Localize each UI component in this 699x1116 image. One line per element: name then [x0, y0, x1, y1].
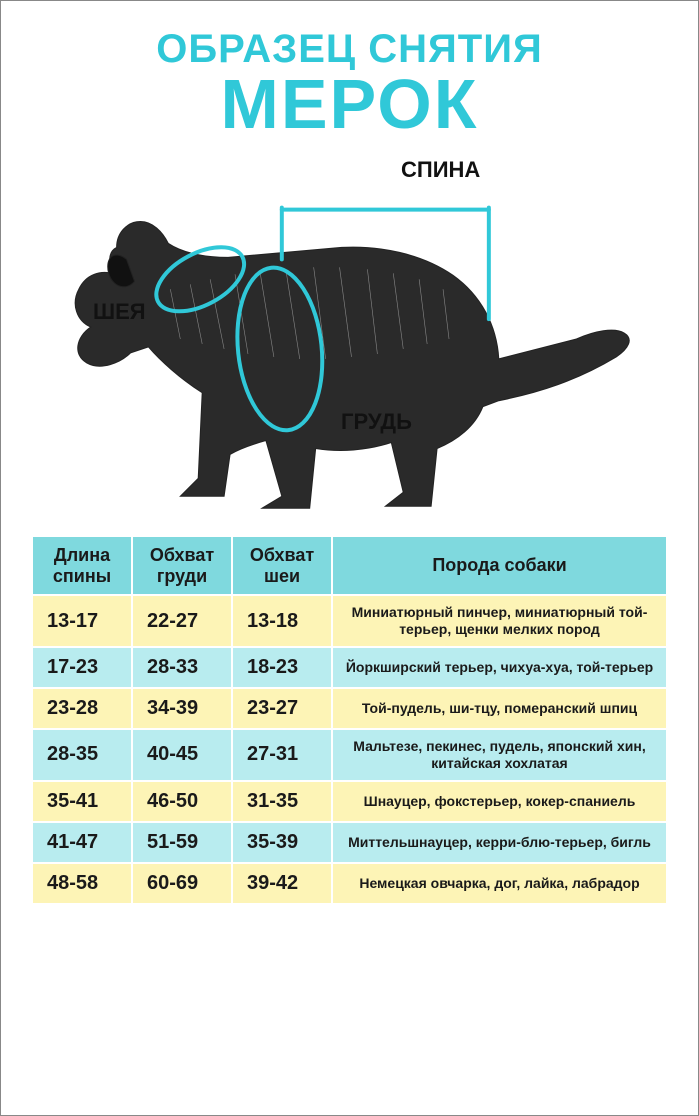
cell-chest: 51-59 [132, 822, 232, 863]
table-row: 28-3540-4527-31Мальтезе, пекинес, пудель… [32, 729, 667, 781]
cell-back: 17-23 [32, 647, 132, 688]
measurement-diagram: СПИНА ШЕЯ ГРУДЬ [31, 149, 668, 529]
cell-back: 48-58 [32, 863, 132, 904]
cell-breed: Миниатюрный пинчер, миниатюрный той-терь… [332, 595, 667, 647]
cell-chest: 22-27 [132, 595, 232, 647]
cell-breed: Той-пудель, ши-тцу, померанский шпиц [332, 688, 667, 729]
label-neck: ШЕЯ [93, 299, 146, 325]
cell-back: 28-35 [32, 729, 132, 781]
cell-breed: Мальтезе, пекинес, пудель, японский хин,… [332, 729, 667, 781]
cell-breed: Йоркширский терьер, чихуа-хуа, той-терье… [332, 647, 667, 688]
cell-chest: 60-69 [132, 863, 232, 904]
cell-neck: 27-31 [232, 729, 332, 781]
table-row: 41-4751-5935-39Миттельшнауцер, керри-блю… [32, 822, 667, 863]
col-header-back: Длина спины [32, 536, 132, 595]
col-header-chest: Обхват груди [132, 536, 232, 595]
cell-neck: 23-27 [232, 688, 332, 729]
cell-neck: 35-39 [232, 822, 332, 863]
cell-back: 13-17 [32, 595, 132, 647]
cell-breed: Миттельшнауцер, керри-блю-терьер, бигль [332, 822, 667, 863]
cell-chest: 34-39 [132, 688, 232, 729]
dog-illustration [31, 149, 668, 529]
cell-neck: 39-42 [232, 863, 332, 904]
label-back: СПИНА [401, 157, 480, 183]
label-chest: ГРУДЬ [341, 409, 412, 435]
table-row: 13-1722-2713-18Миниатюрный пинчер, миниа… [32, 595, 667, 647]
cell-back: 23-28 [32, 688, 132, 729]
page: ОБРАЗЕЦ СНЯТИЯ МЕРОК [0, 0, 699, 1116]
cell-breed: Немецкая овчарка, дог, лайка, лабрадор [332, 863, 667, 904]
col-header-breed: Порода собаки [332, 536, 667, 595]
table-row: 35-4146-5031-35Шнауцер, фокстерьер, коке… [32, 781, 667, 822]
cell-back: 35-41 [32, 781, 132, 822]
cell-chest: 28-33 [132, 647, 232, 688]
title-line2: МЕРОК [31, 69, 668, 139]
cell-chest: 46-50 [132, 781, 232, 822]
size-table: Длина спины Обхват груди Обхват шеи Поро… [31, 535, 668, 905]
title-line1: ОБРАЗЕЦ СНЯТИЯ [31, 29, 668, 69]
table-row: 23-2834-3923-27Той-пудель, ши-тцу, помер… [32, 688, 667, 729]
cell-neck: 13-18 [232, 595, 332, 647]
cell-chest: 40-45 [132, 729, 232, 781]
table-header-row: Длина спины Обхват груди Обхват шеи Поро… [32, 536, 667, 595]
cell-breed: Шнауцер, фокстерьер, кокер-спаниель [332, 781, 667, 822]
col-header-neck: Обхват шеи [232, 536, 332, 595]
cell-back: 41-47 [32, 822, 132, 863]
cell-neck: 18-23 [232, 647, 332, 688]
cell-neck: 31-35 [232, 781, 332, 822]
table-row: 17-2328-3318-23Йоркширский терьер, чихуа… [32, 647, 667, 688]
title-block: ОБРАЗЕЦ СНЯТИЯ МЕРОК [31, 29, 668, 139]
table-row: 48-5860-6939-42Немецкая овчарка, дог, ла… [32, 863, 667, 904]
